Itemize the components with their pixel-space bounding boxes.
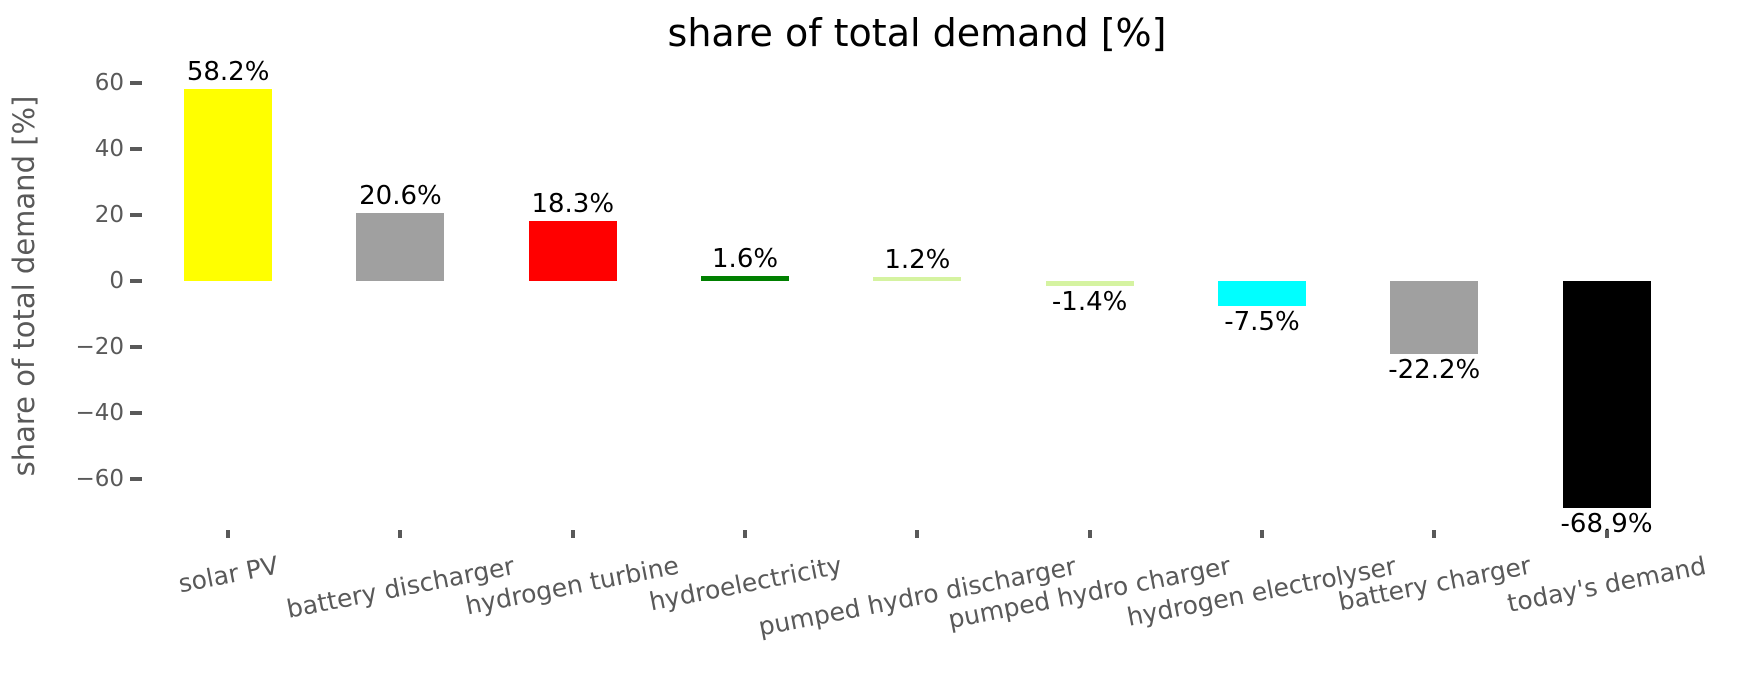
x-tick-mark: [570, 530, 575, 538]
bar-hydrogen-electrolyser: [1218, 281, 1306, 306]
y-tick-label: −40: [75, 400, 124, 426]
bar-pumped-hydro-discharger: [873, 277, 961, 281]
x-tick-mark: [1087, 530, 1092, 538]
bar-value-label: 1.6%: [712, 244, 779, 274]
x-tick-mark: [1259, 530, 1264, 538]
y-tick-mark: [130, 477, 142, 481]
bar-value-label: -1.4%: [1051, 287, 1128, 317]
bar-value-label: 1.2%: [884, 245, 951, 275]
y-tick-label: 0: [109, 268, 124, 294]
x-tick-label-solar-pv: solar PV: [175, 550, 281, 599]
y-tick-mark: [130, 345, 142, 349]
bar-value-label: 18.3%: [531, 189, 615, 219]
y-axis-label: share of total demand [%]: [7, 95, 42, 477]
x-tick-mark: [743, 530, 748, 538]
x-tick-mark: [226, 530, 231, 538]
x-tick-mark: [915, 530, 920, 538]
y-tick-mark: [130, 411, 142, 415]
bar-battery-discharger: [356, 213, 444, 281]
bar-pumped-hydro-charger: [1046, 281, 1134, 286]
y-tick-label: 40: [94, 136, 124, 162]
bar-value-label: -7.5%: [1224, 307, 1300, 337]
bar-today-s-demand: [1563, 281, 1651, 508]
bar-hydrogen-turbine: [529, 221, 617, 281]
bar-value-label: 58.2%: [186, 57, 270, 87]
y-tick-label: −20: [75, 334, 124, 360]
y-tick-label: −60: [75, 466, 124, 492]
bar-battery-charger: [1390, 281, 1478, 354]
bar-value-label: 20.6%: [359, 181, 442, 211]
y-tick-mark: [130, 81, 142, 85]
bar-hydroelectricity: [701, 276, 789, 281]
y-tick-label: 20: [94, 202, 124, 228]
y-tick-label: 60: [94, 70, 124, 96]
bar-value-label: -22.2%: [1388, 355, 1481, 385]
y-tick-mark: [130, 213, 142, 217]
y-tick-mark: [130, 147, 142, 151]
x-tick-mark: [398, 530, 403, 538]
x-tick-label-today-s-demand: today's demand: [1504, 551, 1709, 618]
x-tick-mark: [1432, 530, 1437, 538]
y-tick-mark: [130, 279, 142, 283]
x-tick-mark: [1604, 530, 1609, 538]
bar-solar-pv: [184, 89, 272, 281]
chart-title: share of total demand [%]: [667, 11, 1167, 55]
